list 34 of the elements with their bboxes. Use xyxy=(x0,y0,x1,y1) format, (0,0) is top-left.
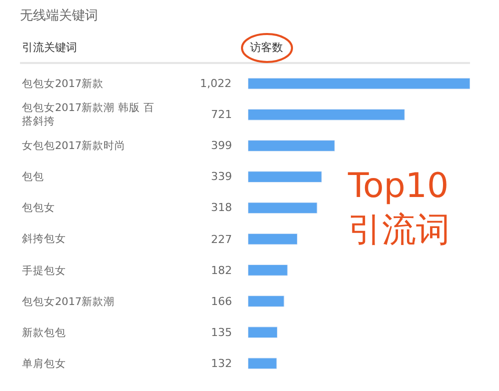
data-label: 132 xyxy=(211,357,232,370)
bar xyxy=(248,358,277,370)
data-label: 1,022 xyxy=(200,77,232,90)
y-tick-label: 包包 xyxy=(22,171,44,183)
x-axis-title: 访客数 xyxy=(250,41,283,54)
y-tick-label: 单肩包女 xyxy=(22,357,66,370)
bar xyxy=(248,108,405,120)
bar xyxy=(248,140,335,152)
bar xyxy=(248,296,284,307)
y-tick-label: 包包女2017新款潮 xyxy=(22,295,115,308)
data-label: 399 xyxy=(211,139,232,152)
bar xyxy=(248,233,298,245)
bar xyxy=(248,264,288,276)
y-tick-label: 手提包女 xyxy=(22,264,66,277)
y-tick-label: 包包女2017新款 xyxy=(22,77,104,90)
y-tick-label: 包包女 xyxy=(22,202,55,214)
annotation: Top10 引流词 xyxy=(347,166,450,250)
bar xyxy=(248,202,318,214)
data-label: 339 xyxy=(211,170,232,183)
bar xyxy=(248,326,278,338)
y-tick-label: 包包女2017新款潮 韩版 百搭斜挎 xyxy=(22,101,154,128)
text: 无线端关键词 xyxy=(20,8,98,24)
y-tick-label: 新款包包 xyxy=(22,326,66,339)
bar xyxy=(248,171,322,183)
data-label: 227 xyxy=(211,233,232,246)
y-tick-label: 斜挎包女 xyxy=(22,233,66,245)
data-label: 166 xyxy=(211,295,232,308)
y-axis-title: 引流关键词 xyxy=(22,41,77,54)
data-label: 721 xyxy=(211,108,232,121)
bar xyxy=(248,78,470,90)
y-tick-label: 女包包2017新款时尚 xyxy=(22,139,126,152)
data-label: 135 xyxy=(211,326,232,339)
data-label: 318 xyxy=(211,201,232,214)
data-label: 182 xyxy=(211,264,232,277)
